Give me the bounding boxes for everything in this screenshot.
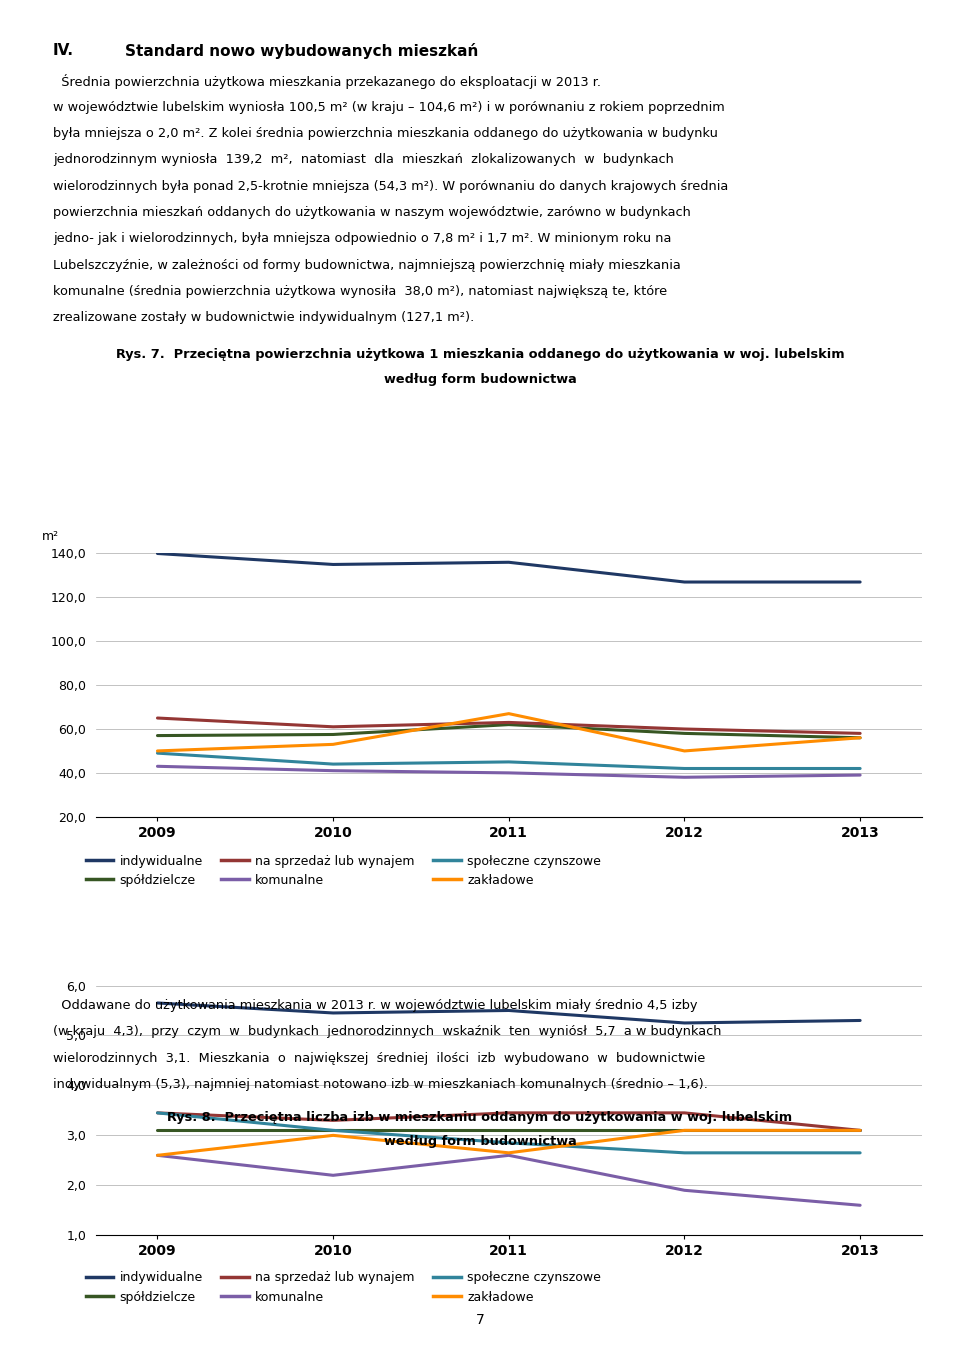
Text: wielorodzinnych była ponad 2,5-krotnie mniejsza (54,3 m²). W porównaniu do danyc: wielorodzinnych była ponad 2,5-krotnie m… [53,180,728,193]
Text: Rys. 8.  Przeciętna liczba izb w mieszkaniu oddanym do użytkowania w woj. lubels: Rys. 8. Przeciętna liczba izb w mieszkan… [167,1111,793,1125]
Text: jednorodzinnym wyniosła  139,2  m²,  natomiast  dla  mieszkań  zlokalizowanych  : jednorodzinnym wyniosła 139,2 m², natomi… [53,154,674,166]
Text: była mniejsza o 2,0 m². Z kolei średnia powierzchnia mieszkania oddanego do użyt: była mniejsza o 2,0 m². Z kolei średnia … [53,127,718,140]
Text: Lubelszczyźnie, w zależności od formy budownictwa, najmniejszą powierzchnię miał: Lubelszczyźnie, w zależności od formy bu… [53,259,681,271]
Legend: indywidualne, spółdzielcze, na sprzedaż lub wynajem, komunalne, społeczne czynsz: indywidualne, spółdzielcze, na sprzedaż … [85,1272,601,1304]
Text: 7: 7 [475,1314,485,1327]
Text: zrealizowane zostały w budownictwie indywidualnym (127,1 m²).: zrealizowane zostały w budownictwie indy… [53,312,474,324]
Text: wielorodzinnych  3,1.  Mieszkania  o  największej  średniej  ilości  izb  wybudo: wielorodzinnych 3,1. Mieszkania o najwię… [53,1052,705,1065]
Text: według form budownictwa: według form budownictwa [384,373,576,386]
Text: w województwie lubelskim wyniosła 100,5 m² (w kraju – 104,6 m²) i w porównaniu z: w województwie lubelskim wyniosła 100,5 … [53,101,725,113]
Text: IV.: IV. [53,43,74,58]
Text: indywidualnym (5,3), najmniej natomiast notowano izb w mieszkaniach komunalnych : indywidualnym (5,3), najmniej natomiast … [53,1077,708,1091]
Text: komunalne (średnia powierzchnia użytkowa wynosiła  38,0 m²), natomiast największ: komunalne (średnia powierzchnia użytkowa… [53,285,667,298]
Text: Średnia powierzchnia użytkowa mieszkania przekazanego do eksploatacji w 2013 r.: Średnia powierzchnia użytkowa mieszkania… [53,74,601,89]
Legend: indywidualne, spółdzielcze, na sprzedaż lub wynajem, komunalne, społeczne czynsz: indywidualne, spółdzielcze, na sprzedaż … [85,855,601,887]
Text: według form budownictwa: według form budownictwa [384,1135,576,1149]
Text: m²: m² [42,531,60,543]
Text: (w kraju  4,3),  przy  czym  w  budynkach  jednorodzinnych  wskaźnik  ten  wynió: (w kraju 4,3), przy czym w budynkach jed… [53,1026,721,1038]
Text: Oddawane do użytkowania mieszkania w 2013 r. w województwie lubelskim miały śred: Oddawane do użytkowania mieszkania w 201… [53,999,697,1012]
Text: jedno- jak i wielorodzinnych, była mniejsza odpowiednio o 7,8 m² i 1,7 m². W min: jedno- jak i wielorodzinnych, była mniej… [53,232,671,246]
Text: Rys. 7.  Przeciętna powierzchnia użytkowa 1 mieszkania oddanego do użytkowania w: Rys. 7. Przeciętna powierzchnia użytkowa… [116,348,844,362]
Text: Standard nowo wybudowanych mieszkań: Standard nowo wybudowanych mieszkań [125,43,478,59]
Text: powierzchnia mieszkań oddanych do użytkowania w naszym województwie, zarówno w b: powierzchnia mieszkań oddanych do użytko… [53,207,690,219]
